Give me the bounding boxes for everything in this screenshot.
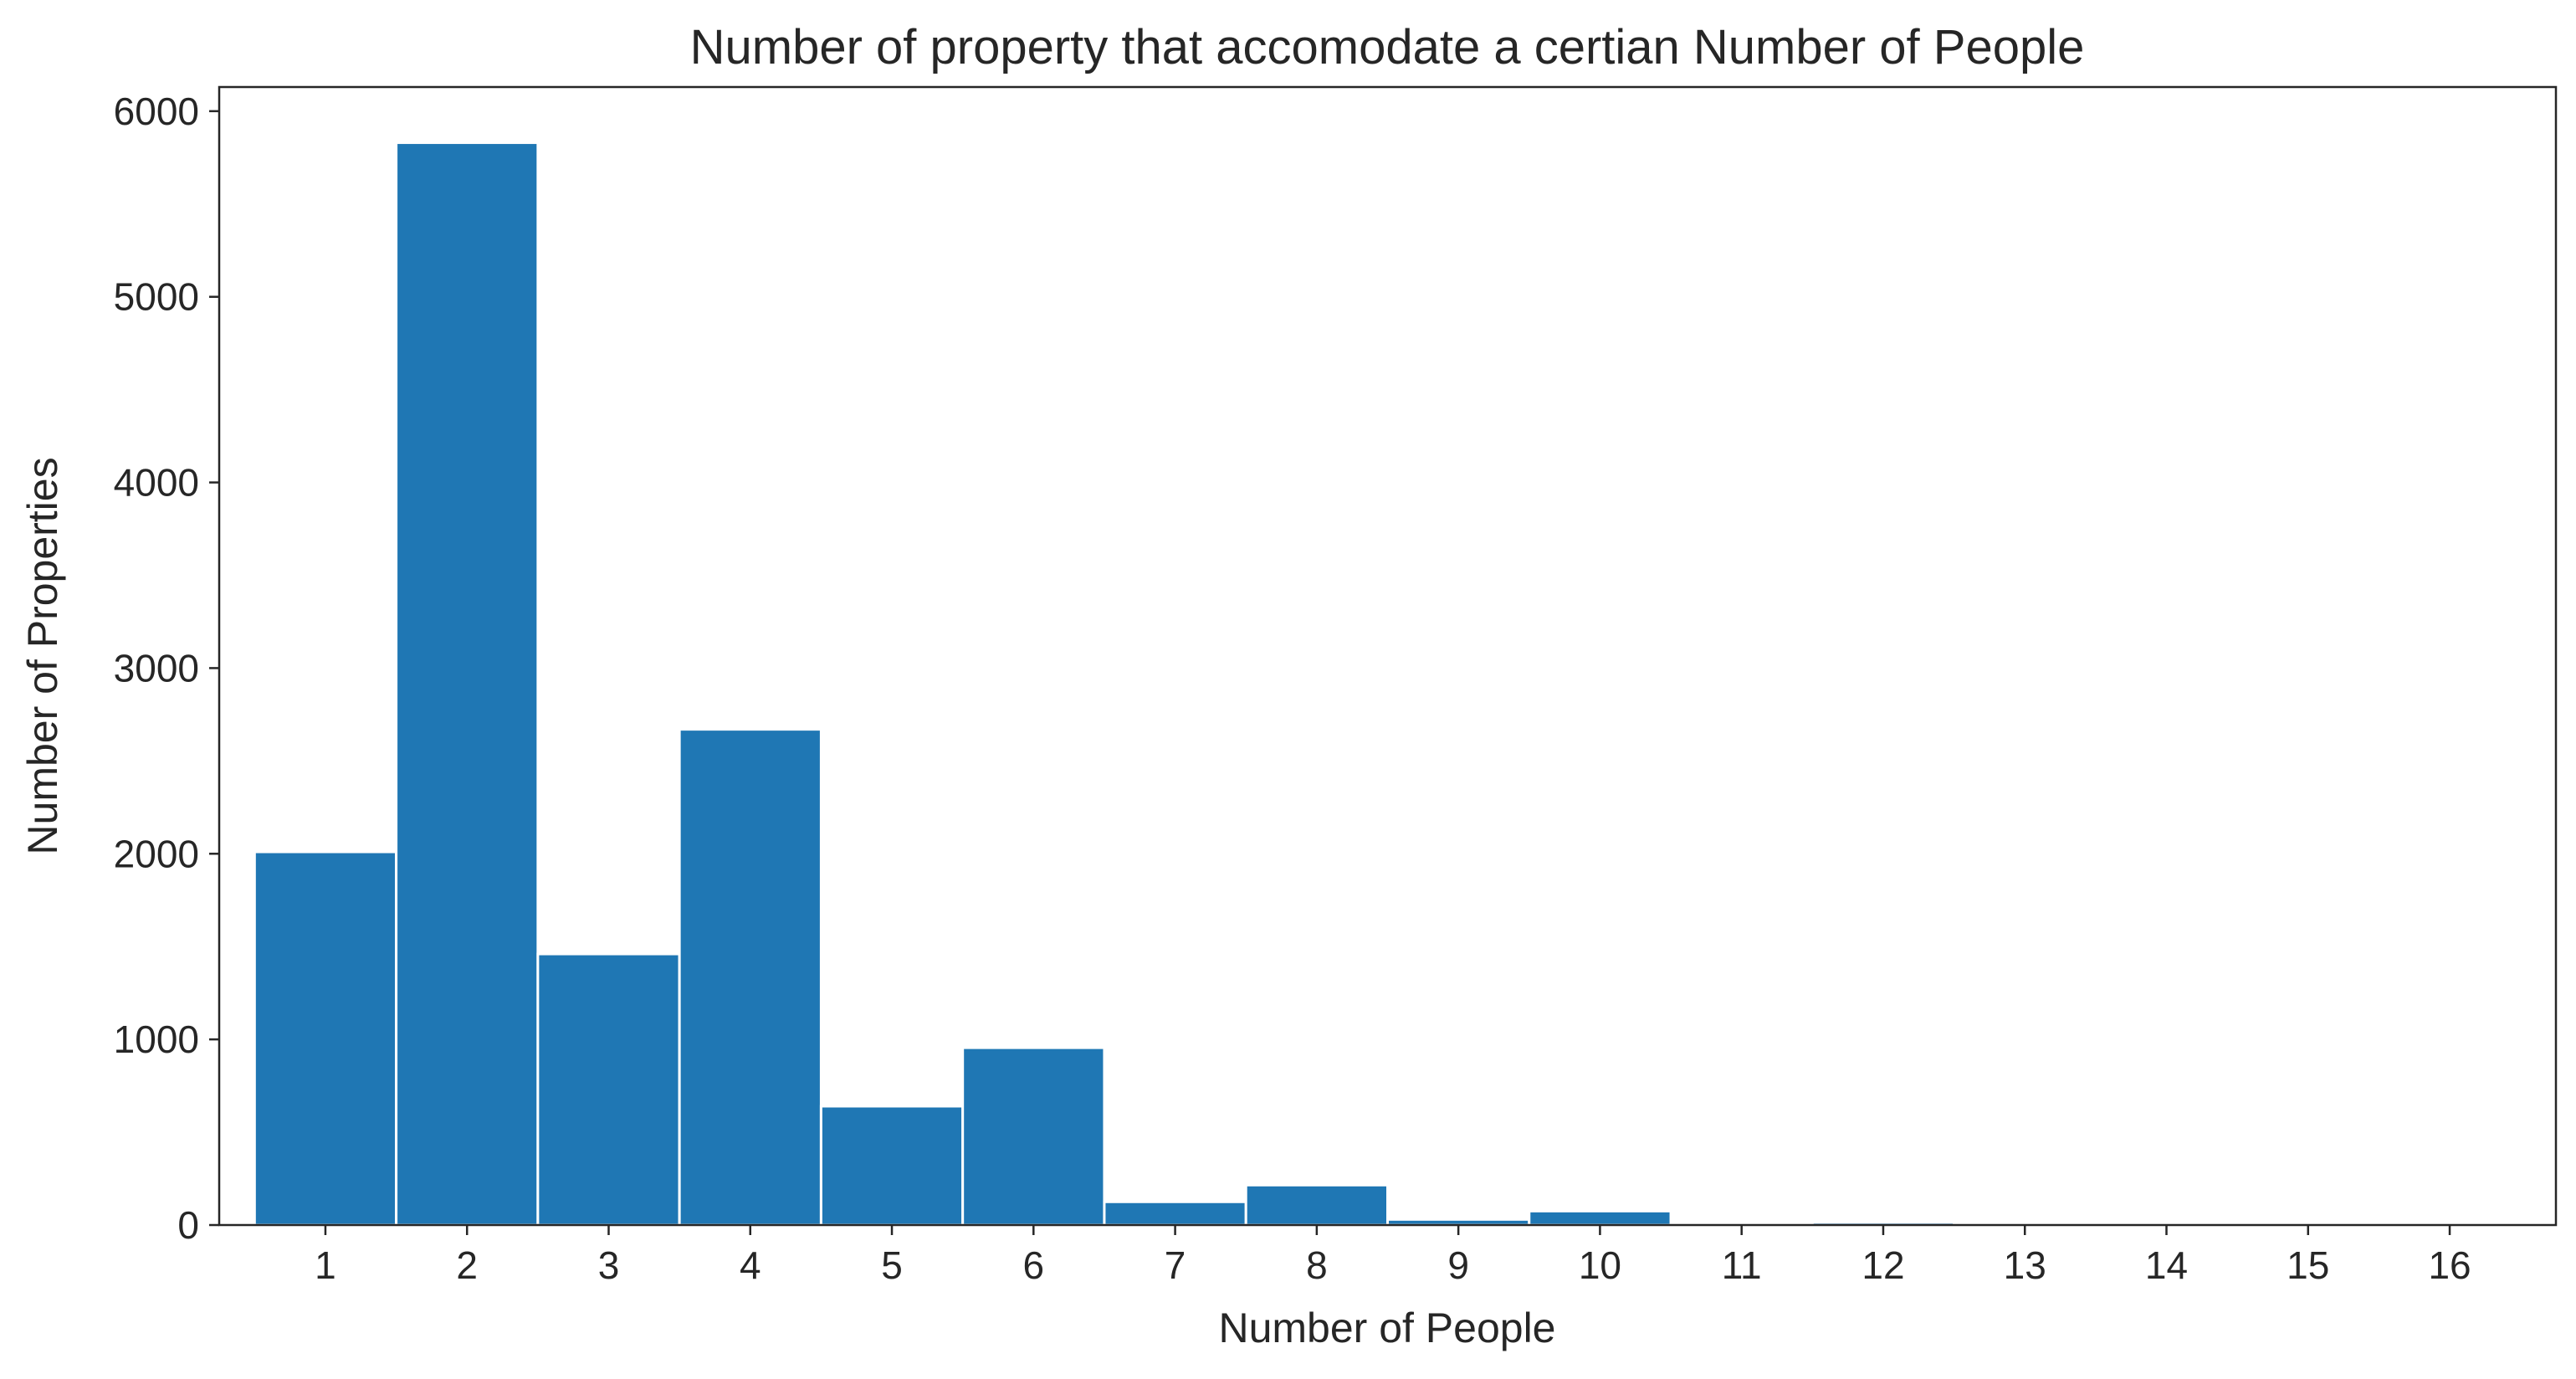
x-tick-label: 1 xyxy=(315,1243,336,1287)
y-tick-label: 4000 xyxy=(114,461,199,505)
x-tick-label: 10 xyxy=(1579,1243,1621,1287)
bar-5 xyxy=(819,1105,965,1227)
bar-8 xyxy=(1244,1183,1390,1227)
x-tick-label: 9 xyxy=(1447,1243,1469,1287)
y-tick-label: 3000 xyxy=(114,646,199,690)
x-tick-label: 16 xyxy=(2428,1243,2471,1287)
x-tick-label: 5 xyxy=(881,1243,903,1287)
x-tick-label: 11 xyxy=(1722,1243,1762,1287)
x-tick-label: 2 xyxy=(456,1243,478,1287)
plot-area-frame xyxy=(218,85,2558,1227)
y-tick-label: 1000 xyxy=(114,1018,199,1061)
x-tick-label: 14 xyxy=(2145,1243,2188,1287)
x-tick-label: 7 xyxy=(1165,1243,1186,1287)
y-axis-ticks: 0 1000 2000 3000 4000 5000 6000 xyxy=(114,90,219,1247)
x-axis-ticks: 1 2 3 4 5 6 7 8 9 10 11 12 13 14 15 16 xyxy=(315,1225,2471,1287)
bars-group xyxy=(253,141,2522,1227)
bar-7 xyxy=(1103,1200,1247,1227)
x-tick-label: 4 xyxy=(740,1243,761,1287)
bar-1 xyxy=(253,850,398,1227)
y-tick-label: 5000 xyxy=(114,275,199,319)
x-tick-label: 3 xyxy=(598,1243,620,1287)
y-tick-label: 0 xyxy=(177,1203,199,1247)
x-axis-label: Number of People xyxy=(1218,1305,1555,1351)
x-tick-label: 13 xyxy=(2004,1243,2046,1287)
bar-10 xyxy=(1528,1209,1672,1227)
bar-6 xyxy=(961,1046,1106,1227)
bar-3 xyxy=(536,952,681,1227)
bar-2 xyxy=(395,141,540,1227)
bar-4 xyxy=(678,728,822,1227)
y-axis-label: Number of Properties xyxy=(19,457,66,854)
x-tick-label: 8 xyxy=(1306,1243,1328,1287)
y-tick-label: 6000 xyxy=(114,90,199,133)
x-tick-label: 12 xyxy=(1862,1243,1904,1287)
chart-title: Number of property that accomodate a cer… xyxy=(690,20,2085,74)
y-tick-label: 2000 xyxy=(114,832,199,875)
x-tick-label: 15 xyxy=(2287,1243,2329,1287)
x-tick-label: 6 xyxy=(1023,1243,1045,1287)
